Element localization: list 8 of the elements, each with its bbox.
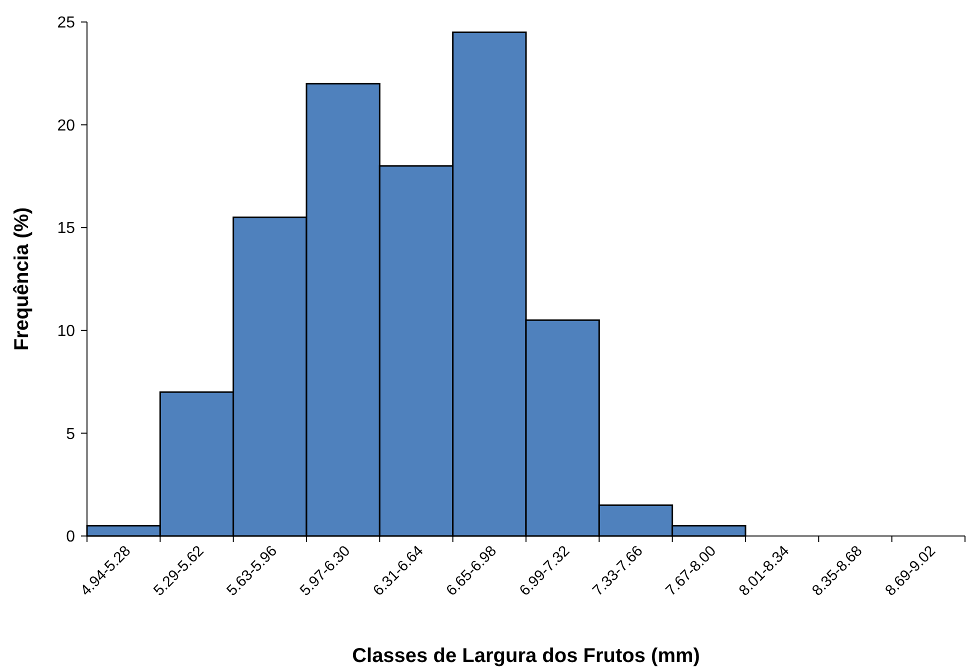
y-tick-label: 25 bbox=[57, 14, 76, 32]
y-axis-title: Frequência (%) bbox=[11, 207, 33, 351]
y-tick-label: 15 bbox=[57, 220, 76, 238]
y-tick-label: 5 bbox=[66, 426, 76, 443]
y-tick-label: 20 bbox=[57, 117, 76, 134]
y-tick-label: 10 bbox=[57, 323, 76, 340]
y-tick-label: 0 bbox=[66, 528, 76, 546]
x-axis-title: Classes de Largura dos Frutos (mm) bbox=[352, 645, 700, 667]
